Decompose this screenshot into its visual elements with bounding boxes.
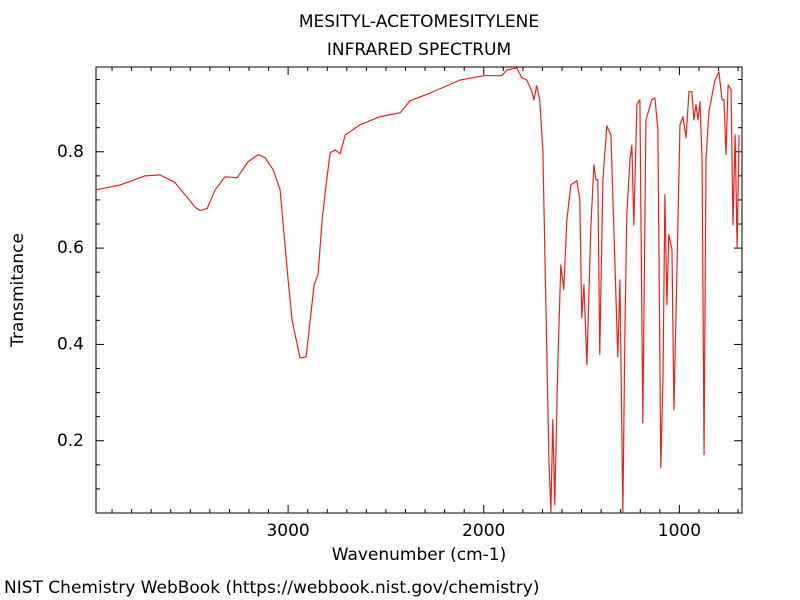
y-tick-label: 0.8 xyxy=(57,142,84,162)
y-tick-label: 0.2 xyxy=(57,431,84,451)
footer: NIST Chemistry WebBook (https://webbook.… xyxy=(4,578,539,598)
plot-frame xyxy=(95,66,743,514)
x-axis-label: Wavenumber (cm-1) xyxy=(332,545,507,565)
chart-title: MESITYL-ACETOMESITYLENE xyxy=(299,12,539,32)
y-tick-label: 0.6 xyxy=(57,238,84,258)
spectrum-line xyxy=(95,67,740,514)
y-tick-label: 0.4 xyxy=(57,334,84,354)
y-axis-label: Transmitance xyxy=(8,233,28,348)
chart-subtitle: INFRARED SPECTRUM xyxy=(327,40,511,60)
x-tick-label: 2000 xyxy=(462,521,505,541)
x-tick-label: 3000 xyxy=(266,521,309,541)
x-tick-label: 1000 xyxy=(658,521,701,541)
